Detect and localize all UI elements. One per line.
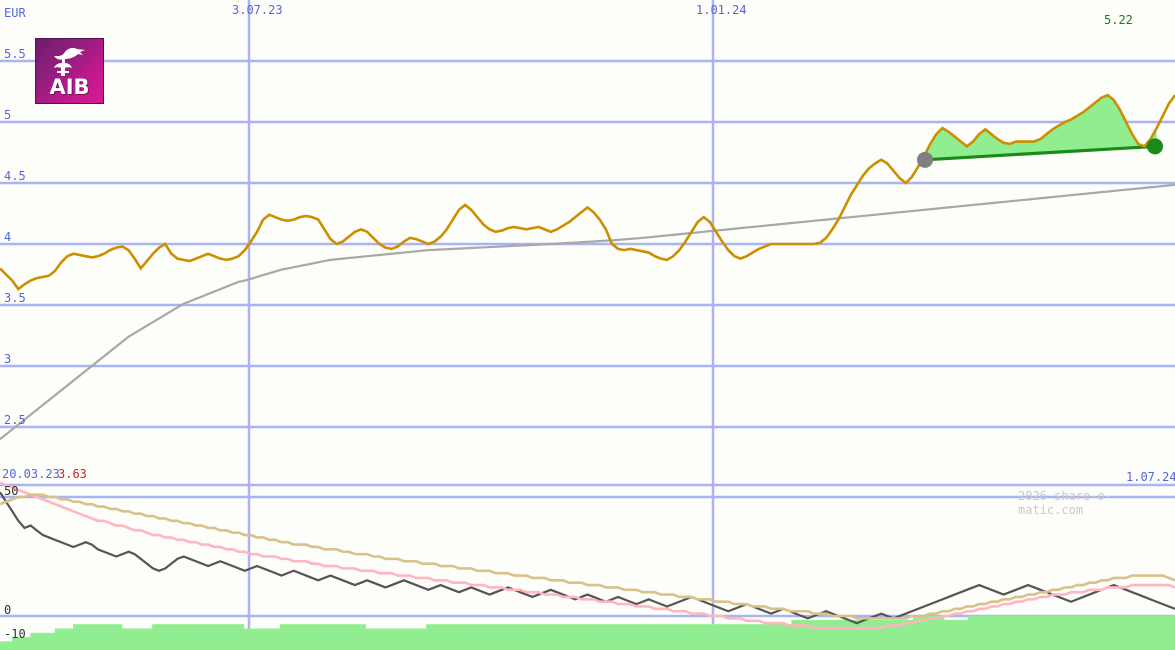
indicator-signal-tan <box>0 493 1175 620</box>
trend-line <box>924 144 1156 162</box>
start-price-label: 3.63 <box>58 467 87 481</box>
logo-text: AIB <box>49 75 90 99</box>
indicator-y-tick-50: 50 <box>4 484 19 498</box>
company-logo: AIB <box>35 38 104 104</box>
y-tick-5: 5 <box>4 108 12 122</box>
end-marker <box>1147 138 1163 155</box>
y-tick-4: 4 <box>4 230 12 244</box>
start-date-label: 20.03.23 <box>2 467 60 481</box>
watermark: 2026 share-o-matic.com <box>1018 489 1112 517</box>
x-tick-label-1: 3.07.23 <box>232 3 283 17</box>
y-tick-2.5: 2.5 <box>4 413 26 427</box>
y-tick-5.5: 5.5 <box>4 47 26 61</box>
currency-label: EUR <box>4 6 26 20</box>
end-date-label: 1.07.24 <box>1126 470 1175 484</box>
x-tick-label-2: 1.01.24 <box>696 3 747 17</box>
indicator-main <box>0 491 1175 625</box>
last-price-label: 5.22 <box>1104 13 1133 27</box>
aib-bird-icon <box>36 45 103 79</box>
indicator-y-tick--10: -10 <box>4 627 26 641</box>
indicator-gridlines <box>0 483 1175 618</box>
trend-fill-areas <box>924 95 1157 160</box>
y-tick-4.5: 4.5 <box>4 169 26 183</box>
indicator-y-tick-0: 0 <box>4 603 12 617</box>
start-marker <box>917 151 933 168</box>
price-line <box>0 93 1175 292</box>
volume-bars <box>0 615 1175 650</box>
ma-line <box>0 183 1175 441</box>
indicator-signal-pink <box>0 481 1175 630</box>
y-tick-3: 3 <box>4 352 12 366</box>
y-tick-3.5: 3.5 <box>4 291 26 305</box>
